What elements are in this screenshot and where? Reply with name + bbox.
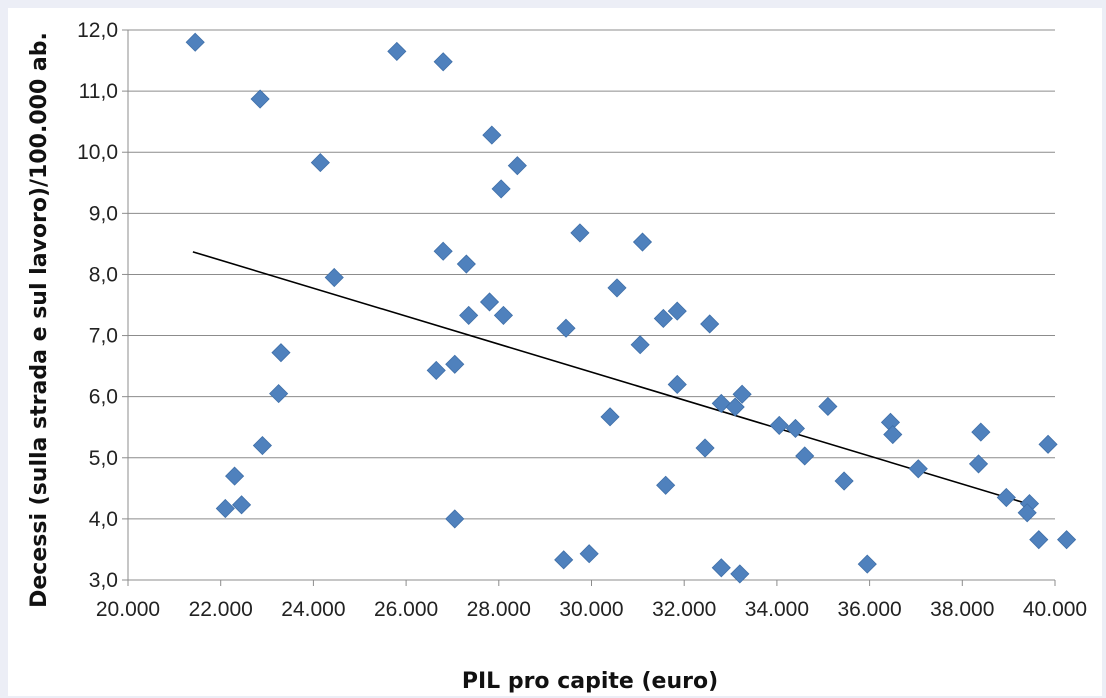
- data-point: [570, 223, 590, 243]
- data-point: [908, 459, 928, 479]
- trendline-layer: [192, 251, 1028, 505]
- y-tick-label: 8,0: [89, 263, 118, 286]
- y-tick-label: 11,0: [79, 80, 118, 103]
- data-point: [711, 393, 731, 413]
- data-point: [1017, 503, 1037, 523]
- data-point: [482, 125, 502, 145]
- data-points: [185, 32, 1077, 584]
- data-point: [271, 343, 291, 363]
- data-point: [324, 267, 344, 288]
- data-point: [491, 179, 511, 199]
- data-point: [785, 418, 806, 439]
- axes: [122, 29, 1056, 586]
- data-point: [445, 509, 465, 529]
- data-point: [433, 52, 453, 72]
- data-point: [818, 396, 838, 417]
- data-point: [730, 564, 750, 584]
- data-point: [554, 550, 574, 570]
- data-point: [445, 354, 465, 374]
- x-tick-label: 32.000: [652, 598, 716, 621]
- data-point: [996, 487, 1016, 508]
- y-tick-label: 5,0: [89, 447, 118, 470]
- data-point: [493, 305, 514, 325]
- x-tick-label: 34.000: [745, 598, 809, 621]
- data-point: [507, 156, 527, 176]
- data-point: [579, 544, 599, 564]
- data-point: [1029, 530, 1049, 550]
- data-point: [225, 466, 245, 486]
- data-point: [857, 554, 877, 574]
- data-point: [883, 424, 903, 445]
- data-point: [310, 153, 330, 173]
- data-point: [600, 407, 620, 427]
- data-point: [1057, 530, 1077, 550]
- data-point: [185, 32, 205, 52]
- trendline: [192, 251, 1028, 505]
- x-tick-label: 40.000: [1023, 598, 1087, 621]
- data-point: [215, 498, 235, 519]
- data-point: [834, 471, 854, 491]
- x-tick-label: 24.000: [281, 598, 345, 621]
- data-point: [971, 422, 991, 442]
- data-point: [632, 232, 653, 252]
- data-point: [269, 384, 289, 404]
- y-tick-label: 6,0: [89, 386, 118, 409]
- y-tick-label: 7,0: [89, 325, 118, 348]
- data-point: [769, 415, 789, 435]
- data-point: [711, 558, 731, 578]
- data-point: [1038, 434, 1058, 454]
- y-tick-label: 12,0: [77, 19, 118, 42]
- data-point: [607, 278, 627, 298]
- data-point: [433, 241, 453, 261]
- x-tick-label: 20.000: [96, 598, 160, 621]
- y-tick-label: 9,0: [89, 202, 118, 225]
- x-tick-label: 26.000: [374, 598, 438, 621]
- data-point: [968, 454, 989, 474]
- data-point: [252, 435, 272, 456]
- data-point: [795, 446, 815, 466]
- data-point: [700, 314, 720, 334]
- data-point: [459, 305, 479, 325]
- x-tick-label: 22.000: [189, 598, 253, 621]
- data-point: [653, 308, 673, 329]
- data-point: [231, 495, 252, 515]
- x-tick-label: 38.000: [930, 598, 994, 621]
- x-tick-label: 30.000: [559, 598, 623, 621]
- data-point: [667, 301, 687, 321]
- data-point: [695, 438, 715, 458]
- data-point: [426, 360, 446, 380]
- data-point: [630, 335, 650, 355]
- data-point: [456, 254, 476, 274]
- x-axis-title: PIL pro capite (euro): [462, 669, 718, 694]
- data-point: [667, 374, 687, 395]
- y-tick-label: 4,0: [89, 508, 118, 531]
- y-tick-label: 3,0: [89, 569, 118, 592]
- x-tick-label: 36.000: [837, 598, 901, 621]
- plot-panel: [8, 8, 1102, 696]
- data-point: [479, 292, 500, 312]
- data-point: [387, 41, 407, 61]
- tick-labels: 3,0 4,0 5,0 6,0 7,0 8,0 9,0 10,0 11,0 12,0 20.000 2…: [77, 19, 1087, 621]
- y-tick-label: 10,0: [77, 141, 118, 164]
- data-point: [250, 89, 270, 109]
- data-point: [725, 397, 745, 417]
- data-point: [732, 384, 752, 404]
- gridlines: [128, 29, 1055, 581]
- data-point: [656, 475, 676, 495]
- x-tick-label: 28.000: [467, 598, 531, 621]
- y-axis-title: Decessi (sulla strada e sul lavoro)/100.…: [27, 32, 52, 608]
- data-point: [556, 318, 576, 338]
